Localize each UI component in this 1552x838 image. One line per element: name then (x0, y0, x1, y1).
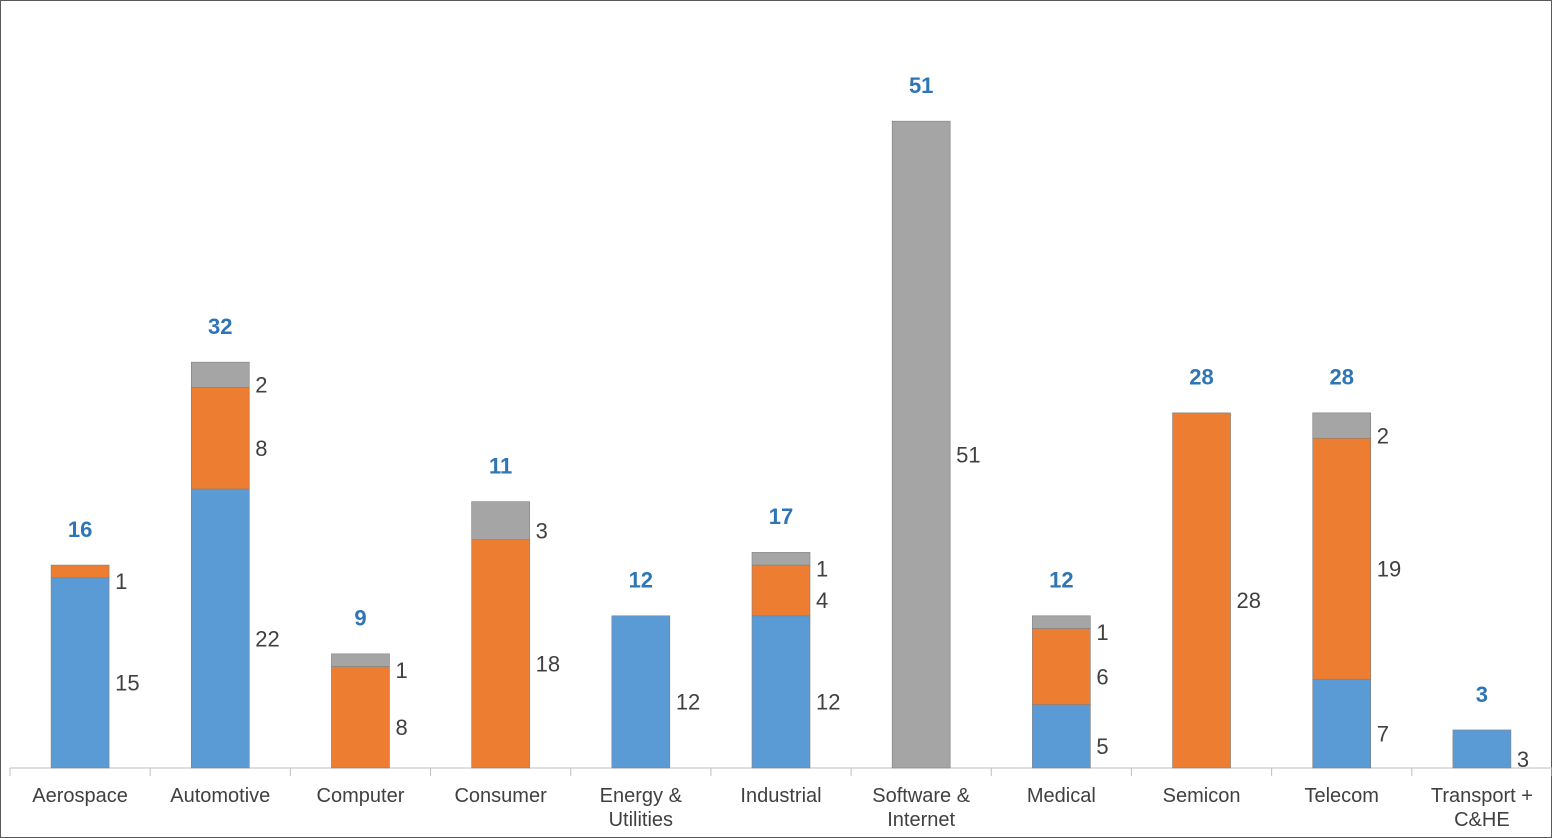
bar-segment (331, 653, 390, 667)
value-label: 12 (816, 690, 840, 715)
bar-segment (751, 552, 811, 566)
total-label: 11 (489, 453, 512, 478)
value-label: 8 (395, 715, 407, 740)
bar-segment (471, 501, 530, 540)
x-tick-label: Consumer (454, 785, 547, 807)
bar-segment (751, 615, 811, 769)
bar-segment (190, 488, 250, 769)
bar-segment (1312, 678, 1372, 769)
value-label: 12 (676, 690, 700, 715)
bar-segment (1172, 412, 1231, 769)
total-label: 12 (1049, 568, 1073, 593)
x-tick-label: Transport + C&HE (1430, 785, 1533, 831)
bar-segment (1032, 615, 1091, 629)
value-label: 3 (1517, 747, 1529, 772)
value-label: 1 (115, 569, 127, 594)
x-tick-label: Automotive (170, 785, 271, 807)
bar-segment (1032, 628, 1091, 705)
total-label: 12 (629, 568, 653, 593)
x-tick-label: Energy & Utilities (599, 785, 682, 831)
x-tick-label: Aerospace (32, 785, 128, 807)
value-label: 6 (1096, 664, 1108, 689)
total-label: 28 (1189, 365, 1213, 390)
value-label: 1 (1096, 620, 1108, 645)
total-label: 32 (208, 314, 232, 339)
value-label: 5 (1096, 734, 1108, 759)
bar-segment (611, 615, 671, 769)
bar-segment (1312, 437, 1372, 680)
value-label: 28 (1237, 588, 1261, 613)
value-label: 3 (536, 518, 548, 543)
bar-segment (190, 387, 250, 490)
x-tick-label: Semicon (1162, 785, 1241, 807)
value-label: 19 (1377, 557, 1401, 582)
value-label: 18 (536, 652, 560, 677)
bar-segment (751, 564, 811, 617)
bar-segment (471, 539, 530, 769)
value-label: 7 (1377, 721, 1389, 746)
total-label: 28 (1329, 365, 1353, 390)
bar-segment (331, 666, 390, 769)
value-label: 1 (395, 658, 407, 683)
bar-segment (50, 577, 110, 769)
value-label: 8 (255, 436, 267, 461)
x-tick-label: Industrial (740, 785, 822, 807)
total-label: 17 (769, 504, 793, 529)
bar-segment (50, 564, 110, 579)
bar-segment (891, 120, 951, 769)
total-label: 9 (354, 606, 366, 631)
value-label: 22 (255, 626, 279, 651)
x-tick-label: Medical (1026, 785, 1096, 807)
value-label: 2 (255, 373, 267, 398)
value-label: 4 (816, 588, 828, 613)
total-label: 3 (1476, 682, 1488, 707)
total-label: 16 (68, 517, 92, 542)
bar-segment (1032, 704, 1091, 769)
total-label: 51 (909, 73, 933, 98)
value-label: 15 (115, 671, 139, 696)
x-tick-label: Computer (316, 785, 405, 807)
bar-segment (190, 361, 250, 388)
bar-segment (1312, 412, 1372, 439)
value-label: 2 (1377, 423, 1389, 448)
x-tick-label: Telecom (1304, 785, 1379, 807)
value-label: 51 (956, 442, 980, 467)
x-tick-label: Software & Internet (872, 785, 971, 831)
bar-segment (1452, 729, 1512, 769)
value-label: 1 (816, 557, 828, 582)
